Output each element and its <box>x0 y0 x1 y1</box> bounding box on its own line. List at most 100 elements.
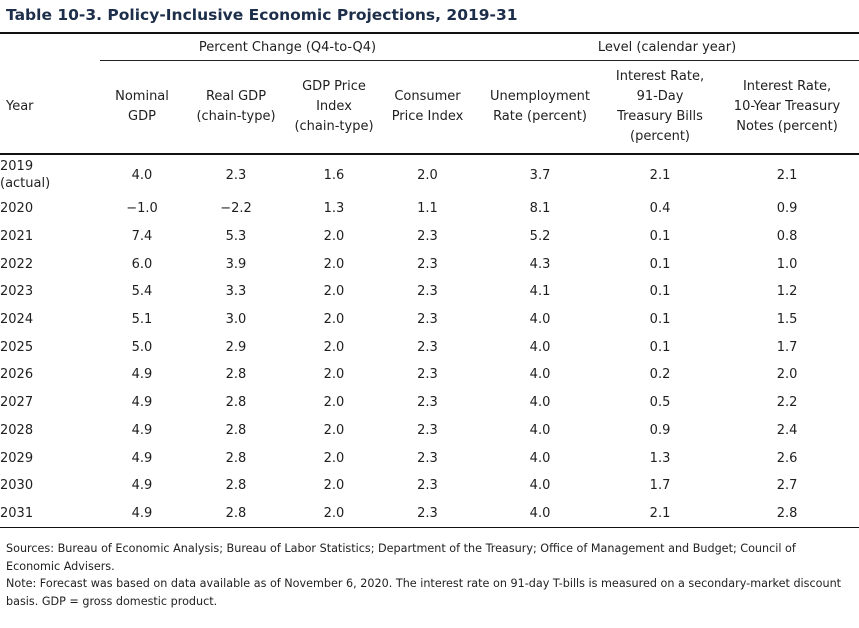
value-cell: 3.3 <box>225 284 247 300</box>
header-line: 10-Year Treasury <box>733 99 841 114</box>
year-label: 2025 <box>0 339 34 355</box>
header-line: Notes (percent) <box>736 119 838 134</box>
year-cell: 2031 <box>0 499 100 529</box>
value-cell: 0.1 <box>649 312 671 328</box>
value-cell: 0.5 <box>649 395 671 411</box>
value-cell: 4.3 <box>529 256 551 272</box>
value-cell: 2.8 <box>225 367 247 383</box>
year-label: 2022 <box>0 256 34 272</box>
value-cell: 4.0 <box>529 395 551 411</box>
header-line: Nominal <box>115 89 169 104</box>
value-cell: 2.3 <box>225 167 247 183</box>
header-consumer-price-index: Consumer Price Index <box>380 61 475 155</box>
value-cell: 2.0 <box>323 450 345 466</box>
year-cell: 2026 <box>0 361 100 389</box>
header-unemployment-rate: Unemployment Rate (percent) <box>475 61 605 155</box>
value-cell: −2.2 <box>220 201 252 217</box>
value-cell: 2.1 <box>605 499 716 529</box>
value-cell: −1.0 <box>126 201 158 217</box>
header-line: Interest Rate, <box>742 79 832 94</box>
year-cell: 2030 <box>0 472 100 500</box>
header-tnote-rate: Interest Rate, 10-Year Treasury Notes (per… <box>715 61 859 155</box>
value-cell: 1.3 <box>323 201 345 217</box>
year-cell: 2023 <box>0 278 100 306</box>
header-line: GDP Price <box>302 79 366 94</box>
value-cell: 5.0 <box>131 339 153 355</box>
value-cell: 1.3 <box>649 450 671 466</box>
value-cell: 2.0 <box>323 422 345 438</box>
table-row: 2024 5.1 3.0 2.0 2.3 4.0 0.1 1.5 <box>0 306 859 334</box>
value-cell: 7.4 <box>131 229 153 245</box>
table-row: 2019 (actual) 4.0 2.3 1.6 2.0 3.7 2.1 2.1 <box>0 154 859 195</box>
value-cell: 0.9 <box>649 422 671 438</box>
header-line: Index <box>316 99 352 114</box>
value-cell: 2.7 <box>776 478 798 494</box>
header-line: (chain-type) <box>294 119 374 134</box>
value-cell: 2.0 <box>323 312 345 328</box>
value-cell: 2.0 <box>323 478 345 494</box>
value-cell: 2.3 <box>417 312 438 328</box>
value-cell: 2.3 <box>417 450 438 466</box>
value-cell: 6.0 <box>131 256 153 272</box>
value-cell: 4.9 <box>100 499 184 529</box>
header-line: Consumer <box>394 89 461 104</box>
table-body: 2019 (actual) 4.0 2.3 1.6 2.0 3.7 2.1 2.1 2020 −1.… <box>0 154 859 529</box>
value-cell: 2.3 <box>417 395 438 411</box>
value-cell: 4.0 <box>529 422 551 438</box>
table-row: 2022 6.0 3.9 2.0 2.3 4.3 0.1 1.0 <box>0 250 859 278</box>
year-label: 2031 <box>0 505 34 521</box>
value-cell: 3.9 <box>225 256 247 272</box>
value-cell: 2.0 <box>323 256 345 272</box>
value-cell: 4.0 <box>475 499 606 529</box>
year-label: 2027 <box>0 395 34 411</box>
value-cell: 2.3 <box>417 367 438 383</box>
value-cell: 2.1 <box>649 167 671 183</box>
year-cell: 2028 <box>0 417 100 445</box>
value-cell: 4.9 <box>131 395 153 411</box>
value-cell: 2.3 <box>417 339 438 355</box>
value-cell: 2.9 <box>225 339 247 355</box>
value-cell: 2.0 <box>417 167 438 183</box>
table-row: 2025 5.0 2.9 2.0 2.3 4.0 0.1 1.7 <box>0 333 859 361</box>
value-cell: 0.8 <box>776 229 798 245</box>
table-row: 2021 7.4 5.3 2.0 2.3 5.2 0.1 0.8 <box>0 223 859 251</box>
value-cell: 0.2 <box>649 367 671 383</box>
year-label: 2030 <box>0 478 34 494</box>
year-label: 2029 <box>0 450 34 466</box>
header-line: Price Index <box>391 109 464 124</box>
header-year: Year <box>6 98 34 114</box>
value-cell: 1.0 <box>776 256 798 272</box>
year-cell: 2027 <box>0 389 100 417</box>
value-cell: 3.0 <box>225 312 247 328</box>
year-cell: 2025 <box>0 333 100 361</box>
value-cell: 1.7 <box>649 478 671 494</box>
value-cell: 4.9 <box>131 367 153 383</box>
value-cell: 2.8 <box>225 450 247 466</box>
value-cell: 5.3 <box>225 229 247 245</box>
value-cell: 4.0 <box>529 450 551 466</box>
value-cell: 2.4 <box>776 422 798 438</box>
table-row: 2027 4.9 2.8 2.0 2.3 4.0 0.5 2.2 <box>0 389 859 417</box>
year-label: 2024 <box>0 312 34 328</box>
value-cell: 1.2 <box>776 284 798 300</box>
value-cell: 2.1 <box>776 167 798 183</box>
value-cell: 2.2 <box>776 395 798 411</box>
year-cell: 2021 <box>0 223 100 251</box>
header-tbill-rate: Interest Rate, 91-Day Treasury Bills (perce… <box>605 61 715 155</box>
value-cell: 2.3 <box>417 229 438 245</box>
value-cell: 0.1 <box>649 284 671 300</box>
year-label: 2028 <box>0 422 34 438</box>
header-line: Unemployment <box>490 89 590 104</box>
table-notes: Sources: Bureau of Economic Analysis; Bu… <box>6 540 851 610</box>
year-cell: 2024 <box>0 306 100 334</box>
value-cell: 2.6 <box>776 450 798 466</box>
value-cell: 1.7 <box>776 339 798 355</box>
value-cell: 4.9 <box>131 450 153 466</box>
value-cell: 5.4 <box>131 284 153 300</box>
header-line: (chain-type) <box>196 109 276 124</box>
header-real-gdp: Real GDP (chain-type) <box>184 61 288 155</box>
value-cell: 2.8 <box>225 478 247 494</box>
year-label: 2019 <box>0 159 34 174</box>
value-cell: 4.0 <box>529 367 551 383</box>
header-nominal-gdp: Nominal GDP <box>100 61 184 155</box>
